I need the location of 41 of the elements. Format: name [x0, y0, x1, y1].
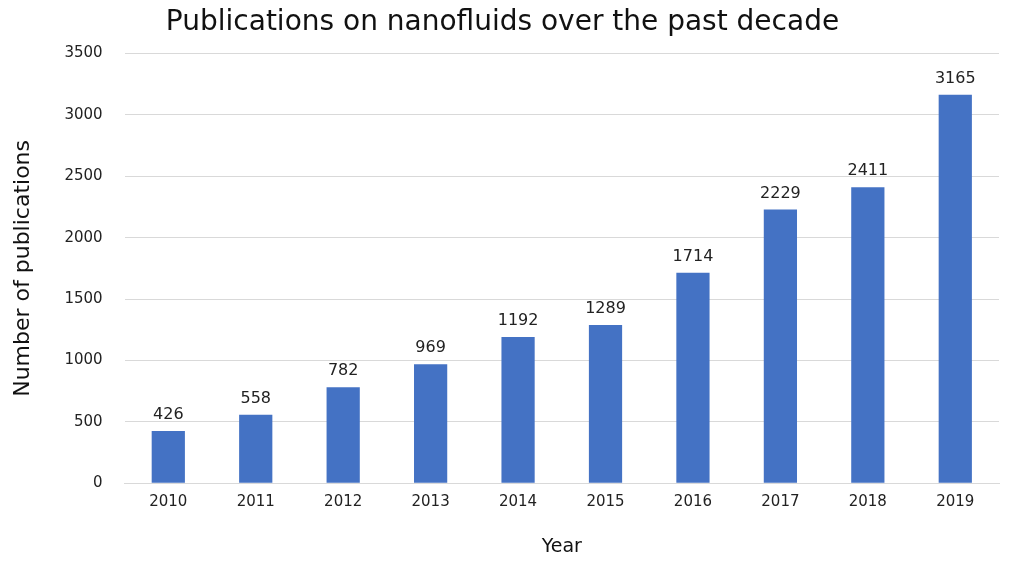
data-label: 1714 [672, 245, 714, 265]
chart-title: Publications on nanofluids over the past decade [165, 4, 840, 38]
x-tick-label: 2013 [411, 492, 450, 511]
y-tick-label: 1500 [64, 288, 103, 307]
bar [588, 324, 623, 483]
y-tick-label: 3500 [64, 43, 103, 62]
data-label: 2411 [847, 160, 889, 180]
y-tick-label: 2500 [64, 166, 103, 185]
x-tick-label: 2019 [936, 492, 975, 511]
y-axis-title: Number of publications [8, 139, 34, 397]
x-axis-title: Year [540, 533, 583, 556]
bar [151, 430, 185, 483]
bar [501, 336, 535, 483]
x-tick-label: 2014 [498, 492, 538, 511]
bar [239, 414, 273, 483]
bar [938, 94, 972, 483]
data-label: 1192 [497, 310, 539, 330]
y-tick-label: 2000 [64, 227, 103, 246]
data-label: 426 [153, 404, 184, 424]
y-tick-label: 0 [93, 473, 103, 492]
bar [763, 209, 798, 483]
data-label: 969 [415, 337, 446, 357]
x-tick-label: 2018 [848, 492, 887, 511]
x-tick-label: 2010 [149, 492, 188, 511]
bar [326, 387, 360, 483]
x-tick-label: 2015 [586, 492, 625, 511]
y-tick-label: 500 [73, 411, 103, 430]
y-tick-label: 3000 [64, 104, 103, 123]
x-tick-label: 2011 [236, 492, 275, 511]
bar [851, 187, 885, 483]
bar [414, 364, 448, 483]
data-label: 2229 [760, 182, 801, 202]
x-tick-label: 2012 [324, 492, 363, 511]
data-label: 782 [327, 360, 359, 380]
data-label: 3165 [934, 67, 976, 87]
x-tick-label: 2017 [761, 492, 800, 511]
data-label: 1289 [585, 298, 626, 318]
y-tick-label: 1000 [64, 350, 103, 369]
bar [676, 272, 710, 483]
data-label: 558 [240, 387, 272, 407]
x-tick-label: 2016 [673, 492, 713, 511]
